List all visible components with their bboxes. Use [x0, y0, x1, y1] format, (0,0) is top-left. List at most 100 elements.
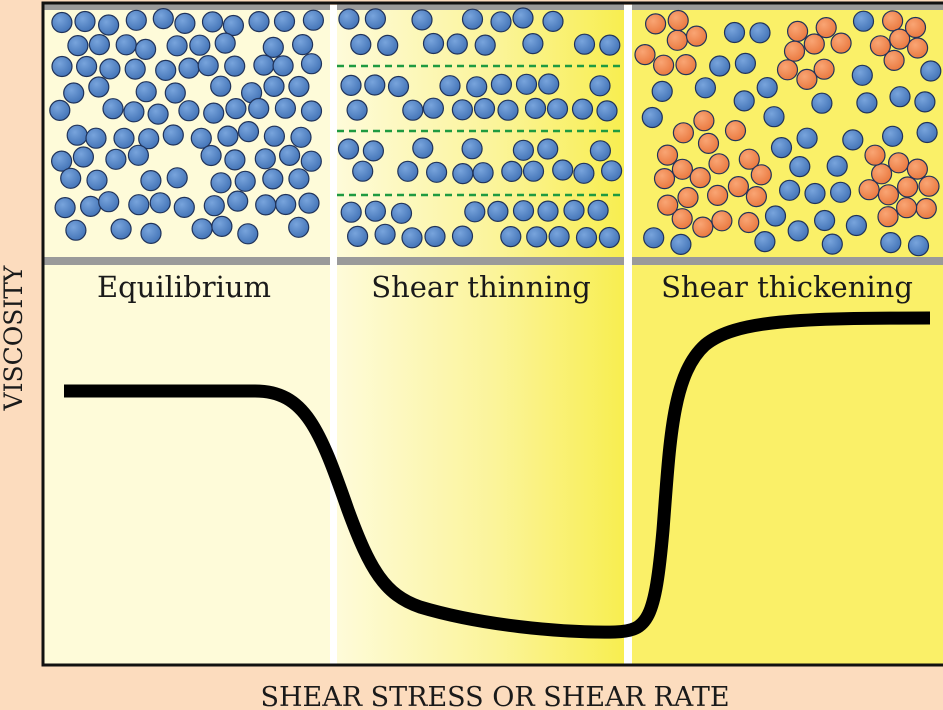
particle-sphere-icon [211, 215, 233, 237]
particle-sphere-icon [500, 226, 522, 248]
particle-sphere-icon [439, 75, 461, 97]
particle-sphere-icon [387, 75, 410, 98]
particle-sphere-icon [852, 10, 875, 32]
cluster-sphere-icon [671, 208, 693, 230]
cluster-sphere-icon [915, 197, 937, 220]
particle-sphere-icon [401, 227, 423, 249]
particle-sphere-icon [552, 159, 574, 181]
particle-sphere-icon [424, 225, 446, 248]
cluster-sphere-icon [677, 186, 699, 209]
particle-sphere-icon [563, 199, 585, 221]
particle-sphere-icon [804, 182, 826, 205]
particle-sphere-icon [288, 75, 310, 98]
cluster-sphere-icon [666, 29, 688, 51]
particle-sphere-icon [97, 14, 120, 36]
cluster-sphere-icon [906, 37, 929, 59]
particle-sphere-icon [452, 163, 474, 185]
particle-sphere-icon [512, 7, 534, 29]
particle-sphere-icon [522, 32, 544, 55]
particle-sphere-icon [263, 75, 285, 98]
particle-sphere-icon [288, 216, 310, 238]
particle-sphere-icon [197, 54, 219, 77]
particle-sphere-icon [140, 170, 162, 192]
particle-sphere-icon [174, 12, 196, 34]
particle-sphere-icon [754, 231, 776, 253]
particle-sphere-icon [352, 160, 374, 182]
particles-shear-thickening [634, 9, 942, 257]
particle-sphere-icon [66, 124, 88, 146]
particle-sphere-icon [770, 137, 793, 159]
particle-sphere-icon [346, 99, 368, 121]
cluster-sphere-icon [896, 176, 919, 198]
particle-sphere-icon [224, 55, 246, 77]
cluster-sphere-icon [644, 13, 667, 35]
plot-frame [41, 1, 943, 667]
particle-sphere-icon [497, 99, 519, 121]
particle-sphere-icon [200, 144, 222, 167]
particle-sphere-icon [548, 226, 570, 248]
particle-sphere-icon [787, 220, 809, 242]
particle-sphere-icon [300, 100, 323, 122]
particle-sphere-icon [670, 233, 692, 255]
particle-sphere-icon [102, 98, 124, 120]
particle-sphere-icon [164, 82, 186, 104]
particle-sphere-icon [86, 169, 108, 191]
particle-sphere-icon [914, 91, 936, 113]
particle-sphere-icon [225, 97, 247, 120]
particle-sphere-icon [290, 126, 312, 148]
particle-sphere-icon [110, 218, 132, 240]
particle-sphere-icon [203, 102, 225, 124]
particle-sphere-icon [723, 21, 746, 44]
particle-sphere-icon [74, 10, 96, 33]
particle-sphere-icon [210, 172, 232, 194]
cluster-sphere-icon [786, 20, 809, 42]
cluster-sphere-icon [692, 216, 714, 238]
particle-sphere-icon [643, 227, 665, 249]
particle-sphere-icon [138, 128, 160, 150]
particle-sphere-icon [796, 127, 818, 149]
panel-label-shear-thickening: Shear thickening [661, 270, 913, 304]
particle-sphere-icon [461, 138, 483, 160]
particle-sphere-icon [856, 92, 878, 114]
particle-sphere-icon [255, 194, 277, 216]
particle-sphere-icon [152, 8, 174, 30]
particle-sphere-icon [733, 90, 755, 112]
top-wall-2 [337, 3, 624, 10]
particle-sphere-icon [190, 127, 212, 149]
particle-sphere-icon [889, 86, 911, 108]
cluster-sphere-icon [656, 144, 679, 166]
particle-sphere-icon [599, 34, 621, 56]
cluster-sphere-icon [653, 168, 676, 190]
particle-sphere-icon [537, 200, 559, 222]
cluster-sphere-icon [887, 152, 910, 174]
bottom-wall-3 [632, 257, 943, 265]
cluster-sphere-icon [693, 110, 715, 132]
particle-sphere-icon [651, 80, 673, 103]
particle-sphere-icon [262, 36, 284, 59]
panel-separator-1 [330, 5, 337, 665]
particle-sphere-icon [573, 162, 595, 184]
particle-sphere-icon [273, 10, 296, 32]
cluster-sphere-icon [904, 16, 927, 39]
particle-sphere-icon [845, 214, 868, 237]
particle-sphere-icon [214, 32, 236, 54]
particle-sphere-icon [272, 55, 294, 77]
particle-sphere-icon [600, 160, 623, 182]
particle-sphere-icon [881, 125, 904, 147]
particle-sphere-icon [490, 73, 512, 96]
particle-sphere-icon [466, 76, 488, 98]
particle-sphere-icon [451, 99, 473, 121]
cluster-sphere-icon [727, 176, 750, 198]
particle-sphere-icon [542, 10, 564, 32]
cluster-sphere-icon [745, 186, 768, 208]
cluster-sphere-icon [803, 33, 825, 55]
cluster-sphere-icon [708, 153, 730, 175]
particle-sphere-icon [778, 179, 801, 201]
particle-sphere-icon [65, 219, 87, 241]
particle-sphere-icon [472, 162, 494, 184]
particle-sphere-icon [178, 57, 200, 79]
cluster-sphere-icon [783, 40, 806, 62]
particle-sphere-icon [85, 127, 107, 149]
panel-label-equilibrium: Equilibrium [97, 270, 271, 304]
